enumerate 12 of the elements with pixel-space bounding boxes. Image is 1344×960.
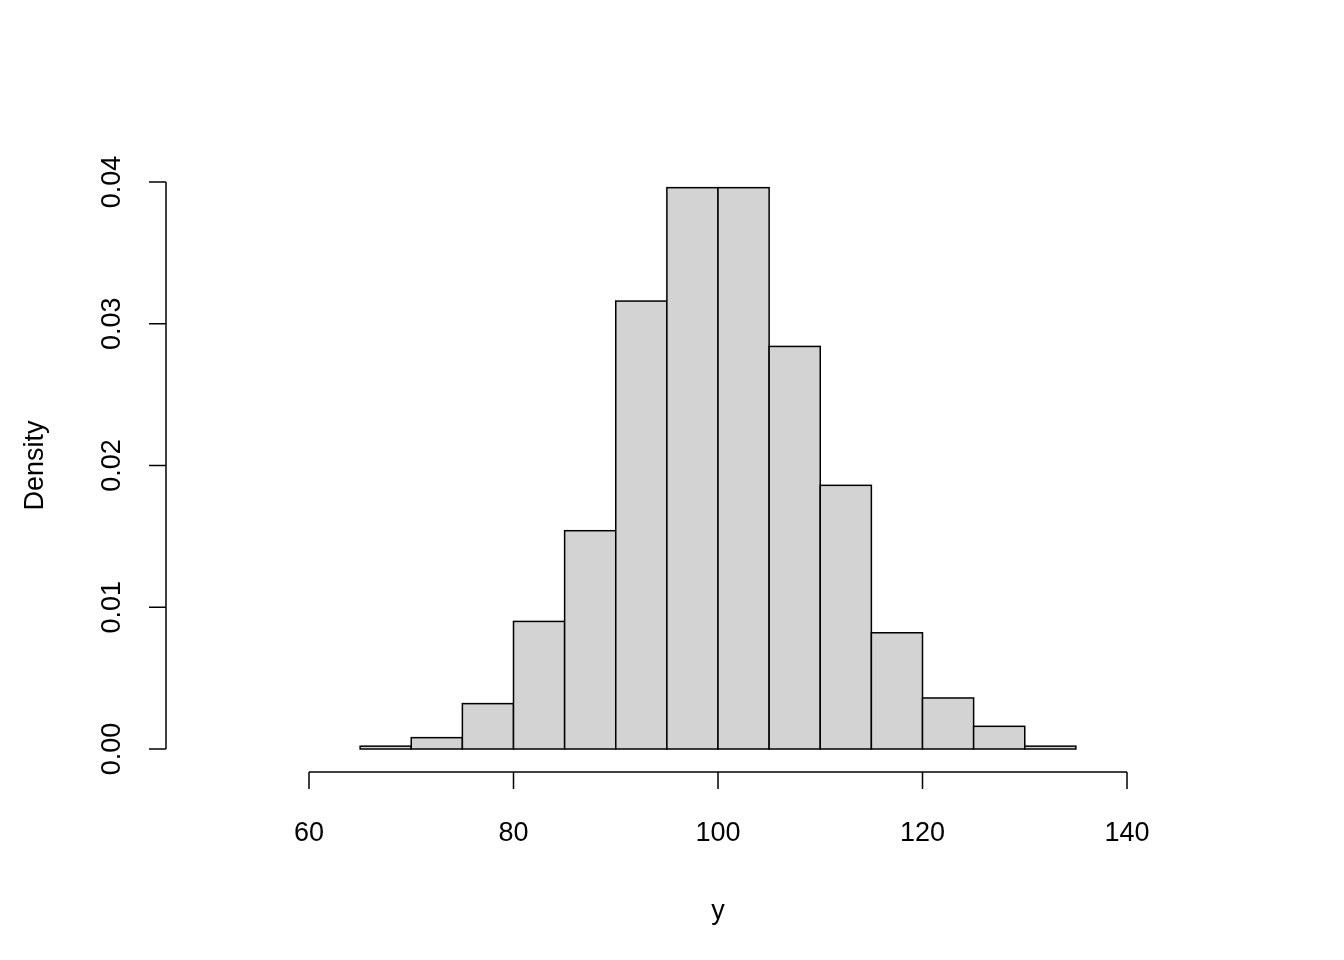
x-tick-label: 140 <box>1104 817 1150 847</box>
y-tick-label: 0.02 <box>96 439 126 492</box>
y-tick-label: 0.04 <box>96 155 126 209</box>
y-tick-label: 0.03 <box>96 297 126 351</box>
x-tick-label: 60 <box>293 817 325 847</box>
x-tick-label: 100 <box>695 817 741 847</box>
y-tick-label: 0.01 <box>96 580 126 634</box>
y-axis-title: Density <box>19 419 49 511</box>
x-axis-title: y <box>711 895 726 925</box>
x-tick-label: 80 <box>498 817 529 847</box>
x-tick-label: 120 <box>899 817 946 847</box>
y-tick-label: 0.00 <box>96 722 126 776</box>
